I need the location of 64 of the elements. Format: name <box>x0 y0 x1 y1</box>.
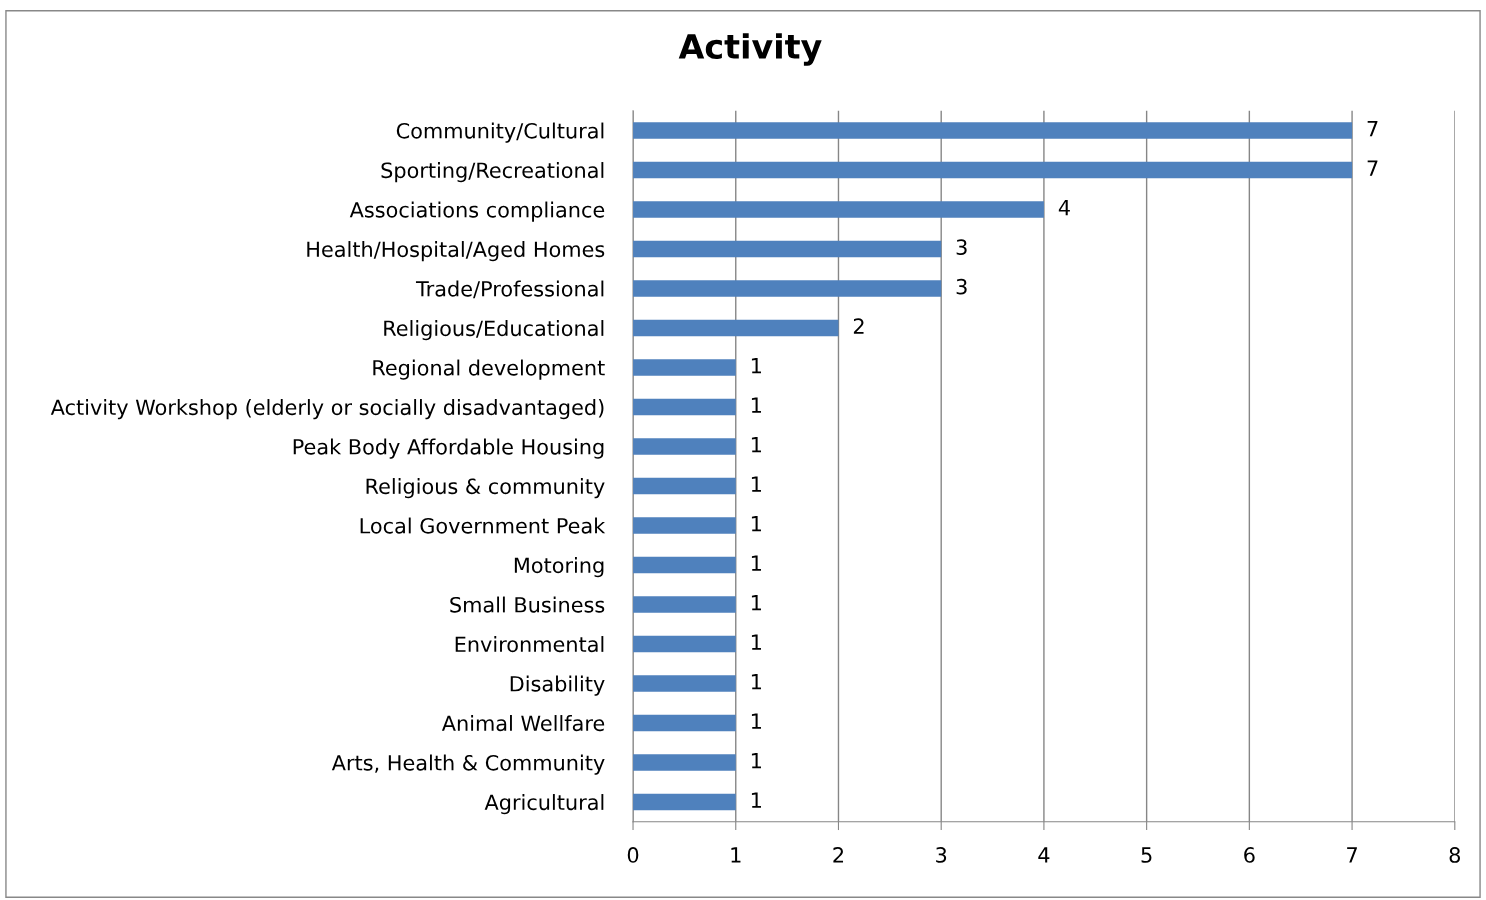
y-tick-label: Religious & community <box>366 478 605 499</box>
y-tick-label: Motoring <box>514 557 604 578</box>
bar <box>633 596 736 613</box>
x-tick-label: 3 <box>936 847 947 863</box>
chart-title: Activity <box>678 33 822 66</box>
y-tick-label: Disability <box>510 675 605 696</box>
y-tick-label: Small Business <box>450 596 605 613</box>
data-label: 1 <box>751 555 761 571</box>
data-label: 1 <box>751 437 761 453</box>
y-tick-label: Environmental <box>455 636 604 653</box>
y-tick-label: Arts, Health & Community <box>331 754 605 775</box>
y-tick-label: Religious/Educational <box>384 320 604 341</box>
data-label: 1 <box>751 674 761 690</box>
bar <box>633 201 1044 218</box>
x-tick-label: 6 <box>1244 847 1255 863</box>
x-tick-label: 2 <box>833 847 844 863</box>
bar <box>633 793 736 811</box>
y-tick-label: Activity Workshop (elderly or socially disadvantaged) <box>50 399 604 420</box>
y-tick-label: Community/Cultural <box>396 122 604 143</box>
data-label: 1 <box>751 753 761 769</box>
data-label: 7 <box>1367 121 1378 137</box>
bar <box>633 754 736 771</box>
data-label: 2 <box>853 318 864 334</box>
x-tick-label: 0 <box>627 847 639 863</box>
data-label: 1 <box>751 358 761 374</box>
y-tick-label: Agricultural <box>484 794 604 815</box>
bar <box>633 280 942 297</box>
y-tick-label: Regional development <box>373 359 605 380</box>
bar <box>633 556 736 574</box>
data-label: 1 <box>751 476 761 492</box>
data-label: 1 <box>751 634 761 650</box>
data-label: 7 <box>1367 160 1378 176</box>
data-label: 1 <box>751 792 761 808</box>
x-tick-label: 5 <box>1141 847 1152 863</box>
x-tick-label: 4 <box>1038 847 1050 863</box>
bar <box>633 635 736 653</box>
bar <box>633 517 736 534</box>
y-tick-label: Associations compliance <box>349 201 605 222</box>
bar <box>633 714 736 732</box>
y-tick-label: Peak Body Affordable Housing <box>293 438 604 459</box>
y-tick-label: Animal Wellfare <box>441 715 605 732</box>
y-tick-label: Health/Hospital/Aged Homes <box>307 241 605 262</box>
bar <box>633 675 736 692</box>
bar <box>633 319 839 337</box>
data-label: 1 <box>751 516 761 532</box>
x-tick-label: 1 <box>731 847 741 863</box>
x-tick-label: 8 <box>1449 847 1460 863</box>
data-label: 3 <box>956 278 967 295</box>
bar <box>633 122 1353 139</box>
x-tick-label: 7 <box>1347 847 1357 863</box>
data-label: 1 <box>751 713 761 729</box>
bar <box>633 438 736 455</box>
y-tick-label: Trade/Professional <box>415 280 604 299</box>
bar <box>633 398 736 416</box>
y-tick-label: Sporting/Recreational <box>381 162 604 183</box>
bar <box>633 161 1353 179</box>
y-tick-label: Local Government Peak <box>360 517 606 534</box>
data-label: 3 <box>956 239 967 255</box>
data-label: 4 <box>1058 200 1070 216</box>
data-label: 1 <box>751 595 761 611</box>
data-label: 1 <box>751 397 761 413</box>
bar <box>633 359 736 376</box>
bar <box>633 240 942 258</box>
bar <box>633 477 736 495</box>
